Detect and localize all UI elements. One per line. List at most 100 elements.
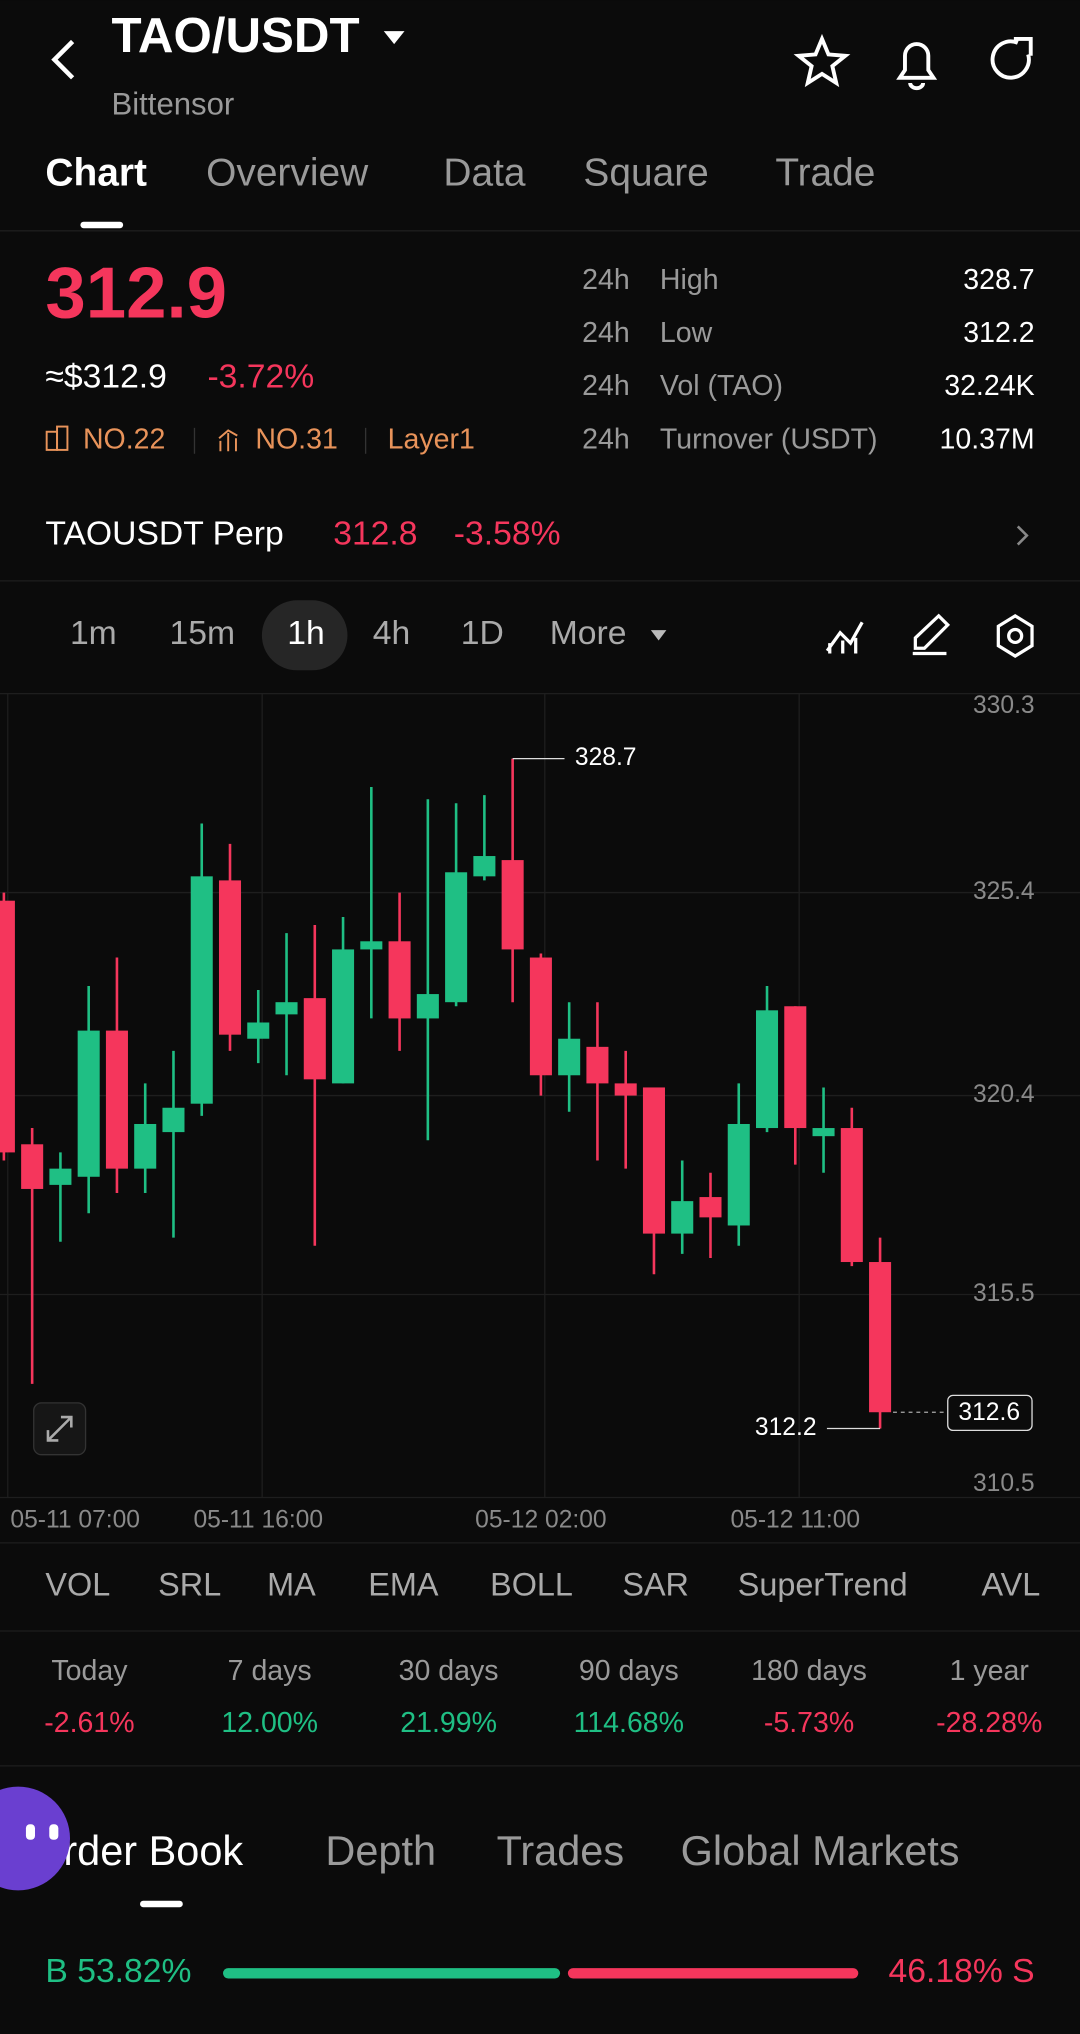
trend-icon [218,429,238,452]
candle-body [247,1022,270,1039]
candle-body [49,1168,72,1185]
more-dropdown[interactable] [650,630,667,641]
stat-label: Turnover (USDT) [660,423,878,455]
sell-bar [567,1968,859,1979]
candle-body [614,1083,637,1096]
candle-body [445,872,468,1003]
y-tick-label: 320.4 [973,1081,1035,1108]
interval[interactable]: More [550,614,627,652]
tab-indicator [80,221,124,229]
interval[interactable]: 1D [461,614,504,652]
tab[interactable]: Trade [775,151,875,194]
indicator[interactable]: VOL [45,1567,110,1603]
indicator[interactable]: AVL [981,1567,1040,1603]
candle-body [727,1123,750,1226]
perf-change: 21.99% [400,1707,497,1739]
pair-dropdown[interactable] [383,31,405,45]
stat-value: 312.2 [963,317,1034,349]
buy-bar [223,1968,561,1979]
perf-change: -2.61% [44,1707,134,1739]
assistant-eye [49,1824,59,1840]
assistant-bubble[interactable] [0,1786,70,1891]
candle-body [105,1030,128,1169]
expand-icon [46,1415,73,1442]
settings-icon[interactable] [1007,627,1024,645]
stat-period: 24h [582,423,630,455]
x-tick-label: 05-12 02:00 [475,1506,606,1533]
usd-price: ≈$312.9 [45,358,167,396]
tab[interactable]: Square [583,151,708,194]
candle-body [303,998,326,1080]
high-label: 328.7 [575,744,637,771]
last-price-box [947,1394,1033,1432]
indicator[interactable]: SAR [622,1567,689,1603]
tab[interactable]: Global Markets [681,1827,960,1874]
perf-period: 30 days [399,1655,499,1687]
stat-value: 328.7 [963,264,1034,296]
indicator[interactable]: SuperTrend [738,1567,908,1603]
perp-name[interactable]: TAOUSDT Perp [45,514,283,552]
rank-icon [56,425,69,451]
interval[interactable]: 1h [287,614,324,652]
settings-icon[interactable] [996,613,1034,658]
perf-period: 1 year [950,1655,1030,1687]
candle-body [21,1144,44,1189]
candle-body [0,900,15,1153]
stat-period: 24h [582,264,630,296]
candle-body [869,1262,892,1413]
interval[interactable]: 1m [70,614,117,652]
candle-body [360,941,383,950]
candle-body [416,994,439,1019]
perf-period: 90 days [579,1655,679,1687]
rank-badge[interactable]: NO.31 [255,423,337,455]
rank-badge[interactable]: NO.22 [83,423,165,455]
candle-body [699,1197,722,1218]
perf-period: Today [51,1655,128,1687]
perf-change: 114.68% [574,1707,684,1739]
tab[interactable]: Chart [45,151,147,194]
candle-body [190,876,213,1104]
share-icon[interactable] [990,36,1033,80]
x-tick-label: 05-11 07:00 [10,1506,140,1533]
indicator[interactable]: EMA [368,1567,439,1603]
alert-icon[interactable] [896,42,938,91]
perf-period: 180 days [751,1655,867,1687]
sector-badge[interactable]: Layer1 [388,423,475,455]
last-price-label: 312.6 [958,1399,1020,1426]
x-tick-label: 05-12 11:00 [730,1506,860,1533]
draw-icon[interactable] [912,613,951,656]
tab[interactable]: Overview [206,151,369,194]
chevron[interactable] [1016,525,1029,546]
candle-body [134,1123,157,1169]
candle-body [840,1128,863,1263]
interval[interactable]: 4h [373,614,410,652]
back-button[interactable] [51,39,75,80]
last-price: 312.9 [45,252,227,333]
candle-body [671,1201,694,1234]
candle-body [501,860,524,950]
low-label: 312.2 [755,1414,817,1441]
price-change: -3.72% [207,358,314,396]
candle-body [275,1002,298,1015]
interval[interactable]: 15m [169,614,235,652]
tab[interactable]: Data [443,151,525,194]
stat-value: 10.37M [939,423,1034,455]
tab-indicator [140,1900,183,1908]
candle-body [77,1030,100,1177]
tab[interactable]: Trades [497,1827,625,1874]
tab[interactable]: Depth [325,1827,436,1874]
candle-body [218,880,242,1035]
candle-body [784,1006,807,1129]
indicator[interactable]: SRL [158,1567,221,1603]
stat-label: High [660,264,719,296]
favorite-icon[interactable] [793,33,851,88]
indicator[interactable]: BOLL [490,1567,573,1603]
indicator[interactable]: MA [267,1567,316,1603]
indicator-icon[interactable] [825,621,864,654]
y-tick-label: 310.5 [973,1470,1035,1497]
pair-subtitle: Bittensor [112,87,235,122]
pair-title[interactable]: TAO/USDT [112,8,360,63]
candle-body [332,949,355,1084]
